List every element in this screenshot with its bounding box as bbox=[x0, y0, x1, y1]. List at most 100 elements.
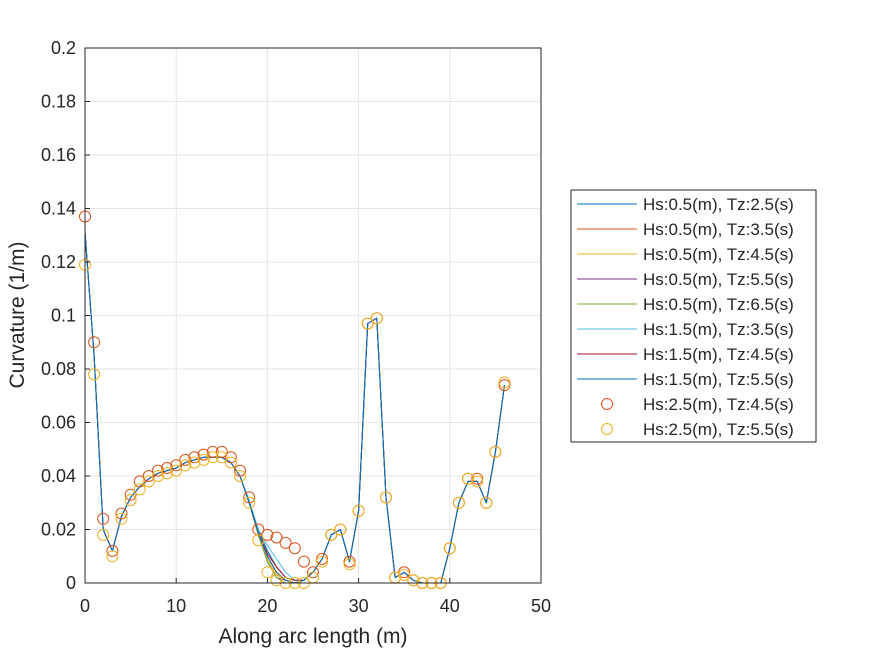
x-tick-label: 40 bbox=[440, 596, 460, 616]
series-9-marker bbox=[243, 491, 256, 504]
series-10-marker bbox=[215, 451, 228, 464]
series-9-marker bbox=[297, 555, 310, 568]
legend-label: Hs:2.5(m), Tz:4.5(s) bbox=[643, 395, 794, 414]
series-10-marker bbox=[343, 558, 356, 571]
series-9-marker bbox=[215, 445, 228, 458]
series-9-marker bbox=[279, 536, 292, 549]
x-tick-label: 0 bbox=[80, 596, 90, 616]
y-tick-label: 0.04 bbox=[41, 466, 76, 486]
series-9-marker bbox=[261, 528, 274, 541]
series-10-marker bbox=[142, 475, 155, 488]
series-10-marker bbox=[234, 470, 246, 482]
y-tick-label: 0.14 bbox=[41, 199, 76, 219]
series-9-marker bbox=[316, 552, 329, 565]
series-9-marker bbox=[398, 566, 411, 579]
series-10-marker bbox=[270, 574, 283, 587]
series-9-marker bbox=[471, 472, 484, 485]
series-10-marker bbox=[179, 459, 192, 472]
y-tick-label: 0.08 bbox=[41, 359, 76, 379]
tick-layer: 0 10 20 30 40 50 0 0.02 0.04 0.06 0.08 0.1 0.12 0.14 0… bbox=[41, 38, 551, 616]
legend-box bbox=[570, 189, 817, 443]
series-10-marker bbox=[252, 534, 265, 547]
series-10-marker bbox=[325, 528, 338, 541]
series-10-marker bbox=[352, 504, 365, 517]
legend-label: Hs:0.5(m), Tz:2.5(s) bbox=[643, 195, 794, 214]
y-tick-label: 0.06 bbox=[41, 413, 76, 433]
series-10-marker bbox=[206, 451, 219, 464]
series-10-marker bbox=[261, 566, 274, 579]
y-tick-label: 0.12 bbox=[41, 252, 76, 272]
series-10-marker bbox=[152, 470, 164, 482]
series-10-marker bbox=[243, 496, 256, 509]
x-tick-label: 30 bbox=[349, 596, 369, 616]
legend-label: Hs:1.5(m), Tz:5.5(s) bbox=[643, 370, 794, 389]
series-10-marker bbox=[370, 312, 383, 325]
series-10-marker bbox=[398, 569, 411, 581]
series-10-marker bbox=[161, 467, 174, 480]
x-tick-label: 20 bbox=[257, 596, 277, 616]
series-9-marker bbox=[343, 555, 356, 568]
series-10-marker bbox=[407, 574, 420, 587]
series-10-marker bbox=[316, 555, 329, 568]
series-10-marker bbox=[498, 376, 511, 389]
series-9-marker bbox=[206, 445, 219, 458]
series-9-marker bbox=[133, 475, 146, 488]
series-9-marker bbox=[188, 451, 201, 464]
series-10-marker bbox=[115, 512, 128, 525]
series-10-marker bbox=[443, 542, 456, 555]
series-10-marker bbox=[361, 317, 374, 330]
y-tick-label: 0 bbox=[66, 573, 76, 593]
series-9-marker bbox=[197, 448, 210, 461]
series-9-marker bbox=[106, 544, 119, 557]
x-tick-label: 50 bbox=[531, 596, 551, 616]
y-tick-label: 0.02 bbox=[41, 520, 76, 540]
series-9-marker bbox=[307, 566, 319, 579]
series-10-marker bbox=[224, 456, 237, 469]
series-9-marker bbox=[152, 464, 164, 477]
legend-entries: Hs:0.5(m), Tz:2.5(s) Hs:0.5(m), Tz:3.5(s)… bbox=[577, 195, 794, 439]
series-10-marker bbox=[489, 445, 502, 458]
series-10-marker bbox=[334, 523, 347, 536]
series-9-marker bbox=[179, 453, 192, 466]
legend-label: Hs:0.5(m), Tz:3.5(s) bbox=[643, 220, 794, 239]
series-9-marker bbox=[170, 459, 183, 472]
x-tick-label: 10 bbox=[166, 596, 186, 616]
series-10-marker bbox=[124, 494, 137, 507]
series-9-marker bbox=[115, 507, 128, 520]
plot-area: 0 10 20 30 40 50 0 0.02 0.04 0.06 0.08 0.1 0.12 0.14 0… bbox=[41, 38, 551, 616]
series-10-marker bbox=[97, 528, 110, 541]
y-tick-label: 0.16 bbox=[41, 145, 76, 165]
series-9-marker bbox=[288, 542, 301, 555]
y-tick-label: 0.2 bbox=[51, 38, 76, 58]
y-axis-title: Curvature (1/m) bbox=[6, 241, 29, 388]
y-tick-label: 0.1 bbox=[51, 306, 76, 326]
legend-marker-swatch bbox=[601, 423, 613, 435]
legend-label: Hs:0.5(m), Tz:4.5(s) bbox=[643, 245, 794, 264]
series-9-marker bbox=[88, 336, 101, 349]
series-9-marker bbox=[161, 462, 174, 474]
series-9-marker bbox=[124, 488, 137, 501]
legend-label: Hs:2.5(m), Tz:5.5(s) bbox=[643, 420, 794, 439]
series-10-marker bbox=[188, 456, 201, 469]
legend: Hs:0.5(m), Tz:2.5(s) Hs:0.5(m), Tz:3.5(s)… bbox=[570, 189, 817, 443]
series-9-marker bbox=[234, 464, 246, 477]
series-9-marker bbox=[97, 512, 110, 525]
series-10-marker bbox=[480, 496, 493, 509]
series-10-marker bbox=[197, 453, 210, 466]
legend-label: Hs:1.5(m), Tz:4.5(s) bbox=[643, 345, 794, 364]
series-10-marker bbox=[452, 496, 465, 509]
legend-label: Hs:1.5(m), Tz:3.5(s) bbox=[643, 320, 794, 339]
legend-marker-swatch bbox=[601, 398, 613, 410]
legend-label: Hs:0.5(m), Tz:5.5(s) bbox=[643, 270, 794, 289]
series-10-marker bbox=[106, 550, 119, 563]
series-10-marker bbox=[133, 483, 146, 496]
series-9-marker bbox=[498, 379, 511, 392]
x-axis-title: Along arc length (m) bbox=[218, 625, 407, 648]
series-10-marker bbox=[380, 491, 392, 504]
series-9-marker bbox=[270, 531, 283, 544]
series-10-marker bbox=[88, 368, 101, 381]
series-9-marker bbox=[142, 470, 155, 482]
series-10-marker bbox=[170, 464, 183, 477]
legend-label: Hs:0.5(m), Tz:6.5(s) bbox=[643, 295, 794, 314]
